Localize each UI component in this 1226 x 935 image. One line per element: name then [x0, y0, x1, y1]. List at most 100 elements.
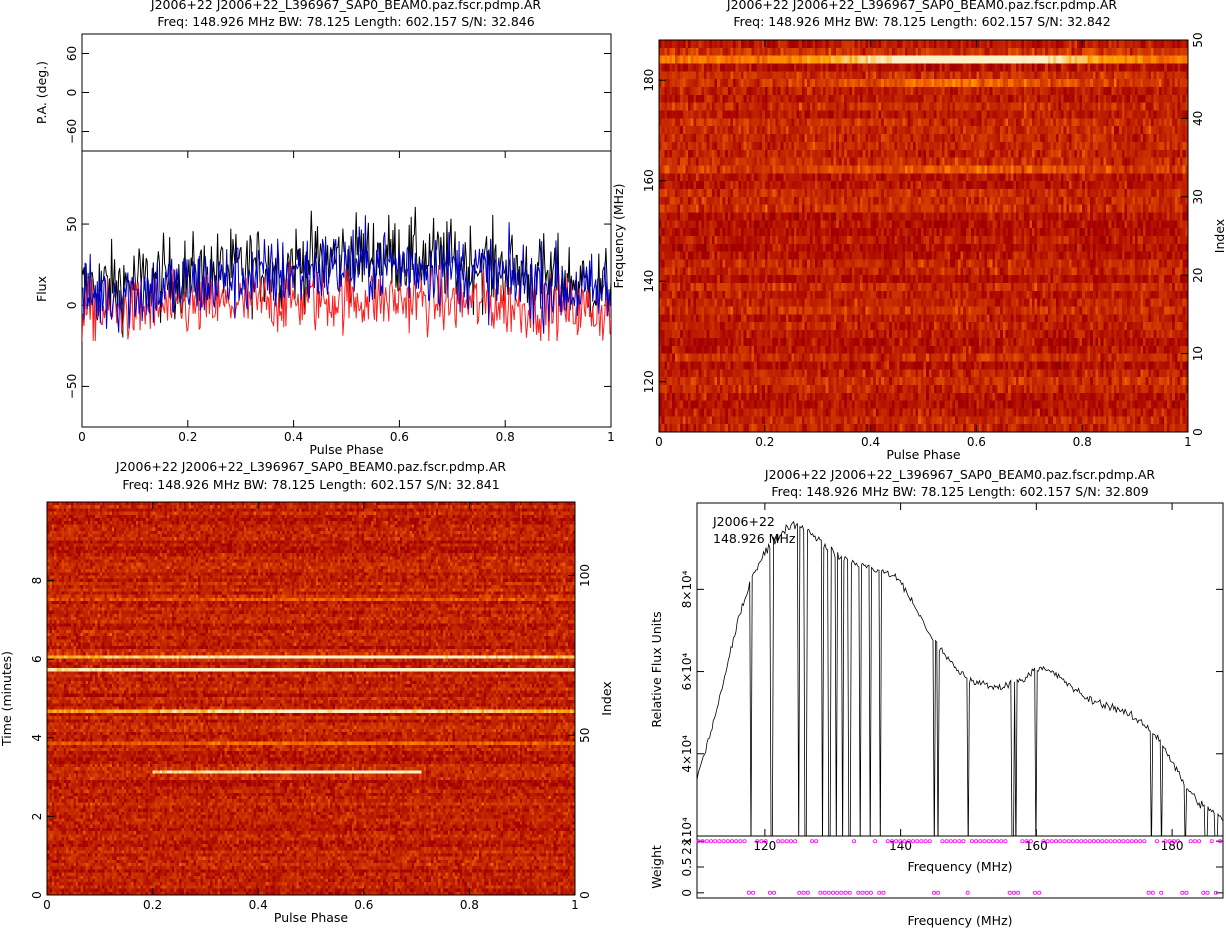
weight-point: [982, 839, 987, 844]
time_phase-xtick-label: 0.6: [354, 898, 373, 912]
freq_phase-right-ytick-label: 50: [1191, 32, 1205, 47]
time_phase-ylabel: Time (minutes): [0, 651, 14, 747]
weight-point: [969, 839, 974, 844]
profile-xtick-label: 0.4: [284, 430, 303, 444]
weight-point: [1205, 890, 1210, 895]
freq_phase-axes: 0 0.2 0.4 0.6 0.8 1 120 140 160 180 0 10 20 30 40 50 Ind…: [611, 32, 1226, 462]
weight-point: [1091, 839, 1096, 844]
weight-point: [810, 839, 815, 844]
weight-point: [948, 839, 953, 844]
bandpass-ylabel: Relative Flux Units: [649, 611, 664, 727]
weight-point: [986, 839, 991, 844]
weight-point: [877, 890, 882, 895]
weight-point: [784, 839, 789, 844]
weight-point: [1134, 839, 1139, 844]
time_phase-right-ytick-label: 100: [578, 564, 592, 587]
weight-point: [1079, 839, 1084, 844]
weight-point: [1155, 839, 1160, 844]
weight-point: [1083, 839, 1088, 844]
weight-point: [978, 839, 983, 844]
weight-point: [923, 839, 928, 844]
weight-point: [1150, 890, 1155, 895]
freq_phase-right-ylabel: Index: [1212, 219, 1226, 253]
weight-point: [1125, 839, 1130, 844]
weight-point: [826, 890, 831, 895]
weight-point: [1066, 839, 1071, 844]
weight-point: [1188, 839, 1193, 844]
weight-point: [1197, 839, 1202, 844]
weight-point: [1112, 839, 1117, 844]
weight-point: [1192, 839, 1197, 844]
time_phase-image: [47, 502, 575, 895]
weight-point: [713, 839, 718, 844]
pa-ytick-label: −60: [65, 119, 79, 144]
weight-point: [906, 839, 911, 844]
weight-point: [847, 890, 852, 895]
bandpass-xtick-label: 140: [889, 839, 912, 853]
weight-point: [902, 839, 907, 844]
bandpass-axes: 120 140 160 1802×10⁴4×10⁴6×10⁴8×10⁴Relative…: [649, 502, 1224, 855]
bandpass-annotation-frequency: 148.926 MHz: [713, 531, 796, 546]
weight-point: [767, 890, 772, 895]
weight-point: [1007, 890, 1012, 895]
time-phase-title-line1: J2006+22 J2006+22_L396967_SAP0_BEAM0.paz…: [115, 459, 506, 474]
weight-point: [1041, 839, 1046, 844]
freq-phase-title-line1: J2006+22 J2006+22_L396967_SAP0_BEAM0.paz…: [726, 0, 1117, 12]
time_phase-xtick-label: 0.8: [460, 898, 479, 912]
weight-point: [1070, 839, 1075, 844]
weight-point: [1020, 839, 1025, 844]
weight-point: [1218, 839, 1223, 844]
weight-point: [704, 839, 709, 844]
freq_phase-xtick-label: 0.4: [861, 435, 880, 449]
weight-point: [751, 890, 756, 895]
freq_phase-right-ytick-label: 10: [1191, 346, 1205, 361]
weight-point: [961, 839, 966, 844]
weight-point: [1003, 839, 1008, 844]
weight-point: [1033, 890, 1038, 895]
weight-point: [755, 839, 760, 844]
bandpass-xtick-label: 120: [753, 839, 776, 853]
weight-point: [725, 839, 730, 844]
pa-ylabel: P.A. (deg.): [34, 61, 49, 124]
weight-point: [1075, 839, 1080, 844]
weight-point: [868, 890, 873, 895]
weight-point: [793, 839, 798, 844]
freq_phase-right-ytick-label: 30: [1191, 189, 1205, 204]
weight-point: [881, 890, 886, 895]
profile-series-line: [82, 260, 611, 342]
weight-point: [1108, 839, 1113, 844]
weight-point: [742, 839, 747, 844]
weight-point: [1104, 839, 1109, 844]
freq_phase-right-ytick-label: 20: [1191, 268, 1205, 283]
freq-phase-title-line2: Freq: 148.926 MHz BW: 78.125 Length: 602…: [733, 14, 1110, 29]
profile-ytick-label: 0: [65, 301, 79, 309]
weight-point: [1117, 839, 1122, 844]
weight-point: [911, 839, 916, 844]
weight-point: [1180, 890, 1185, 895]
time_phase-xtick-label: 0: [43, 898, 51, 912]
profile-ytick-label: 50: [65, 216, 79, 231]
freq_phase-xtick-label: 0: [655, 435, 663, 449]
weight-point: [805, 890, 810, 895]
weight-point: [730, 839, 735, 844]
weight-point: [885, 839, 890, 844]
weight-point: [1037, 890, 1042, 895]
weight-point: [814, 839, 819, 844]
pa-axes: 60 0 −60 P.A. (deg.): [34, 33, 612, 152]
weight-point: [1176, 839, 1181, 844]
weight-point: [1159, 890, 1164, 895]
profile-ytick-label: −50: [65, 374, 79, 399]
time-phase-title-line2: Freq: 148.926 MHz BW: 78.125 Length: 602…: [122, 477, 499, 492]
weight-point: [944, 839, 949, 844]
time_phase-ytick-label: 2: [30, 813, 44, 821]
freq_phase-right-ytick-label: 40: [1191, 111, 1205, 126]
weight-point: [990, 839, 995, 844]
profile-xtick-label: 0: [78, 430, 86, 444]
weight-point: [717, 839, 722, 844]
bandpass-ytick-label: 4×10⁴: [680, 735, 694, 773]
bandpass-ytick-label: 6×10⁴: [680, 652, 694, 690]
weight-point: [734, 839, 739, 844]
weight-point: [1146, 890, 1151, 895]
freq_phase-frame: [658, 39, 1189, 433]
